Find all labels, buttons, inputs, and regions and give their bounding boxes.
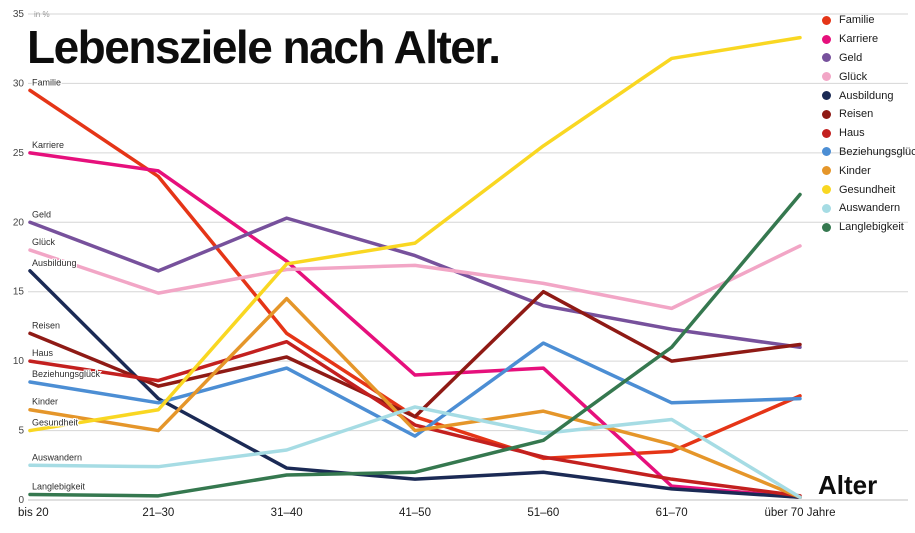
legend-color-dot [822,72,831,82]
legend-item: Ausbildung [822,86,915,105]
series-start-label: Haus [32,348,54,358]
y-tick-label: 15 [13,287,25,298]
legend-label: Auswandern [839,202,901,215]
legend-color-dot [822,185,831,195]
y-tick-label: 25 [13,148,25,159]
legend-item: Gesundheit [822,180,915,199]
legend-color-dot [822,147,831,157]
x-tick-label: bis 20 [18,507,49,519]
legend-item: Langlebigkeit [822,218,915,237]
legend-item: Kinder [822,161,915,180]
legend-item: Glück [822,67,915,86]
series-line-Langlebigkeit [28,192,802,498]
series-start-label: Langlebigkeit [32,481,86,491]
legend-color-dot [822,34,831,44]
legend-label: Familie [839,14,875,27]
legend-label: Ausbildung [839,89,894,102]
legend-label: Glück [839,70,868,83]
series-line-Reisen [28,289,802,419]
legend-label: Reisen [839,108,874,121]
y-tick-label: 30 [13,78,25,89]
legend-color-dot [822,128,831,138]
series-line-Karriere [28,151,802,499]
legend-color-dot [822,109,831,119]
series-start-label: Gesundheit [32,418,79,428]
legend-label: Karriere [839,33,879,46]
series-line-Auswandern [28,405,802,499]
legend-color-dot [822,53,831,63]
legend-item: Auswandern [822,199,915,218]
legend-item: Haus [822,124,915,143]
legend-label: Haus [839,127,865,140]
legend-label: Kinder [839,164,871,177]
series-start-label: Auswandern [32,452,82,462]
legend-color-dot [822,203,831,213]
x-tick-label: 61–70 [656,507,688,519]
legend-item: Reisen [822,105,915,124]
series-line-Ausbildung [28,269,802,499]
legend: Familie Karriere Geld Glück Ausbildung Reisen… [822,11,915,237]
series-start-label: Karriere [32,140,64,150]
legend-label: Langlebigkeit [839,221,904,234]
series-start-label: Beziehungsglück [32,369,101,379]
legend-color-dot [822,166,831,176]
legend-label: Geld [839,51,863,64]
x-tick-label: über 70 Jahre [765,507,836,519]
series-start-label: Ausbildung [32,258,77,268]
y-tick-label: 35 [13,9,25,20]
series-line-Beziehungsglück [28,341,802,438]
series-line-Kinder [28,296,802,499]
series-start-label: Familie [32,77,61,87]
x-tick-label: 21–30 [142,507,174,519]
legend-color-dot [822,222,831,232]
x-tick-label: 41–50 [399,507,431,519]
y-tick-label: 5 [18,426,24,437]
series-start-label: Geld [32,209,51,219]
y-tick-label: 10 [13,356,25,367]
x-axis-title: Alter [818,470,878,500]
legend-item: Geld [822,49,915,68]
legend-item: Familie [822,11,915,30]
x-tick-label: 51–60 [527,507,559,519]
x-tick-label: 31–40 [271,507,303,519]
series-line-Haus [28,339,802,498]
y-axis-unit-label: in % [34,10,50,19]
y-tick-label: 0 [18,495,24,506]
y-tick-label: 20 [13,217,25,228]
legend-color-dot [822,91,831,101]
legend-item: Beziehungsglück [822,143,915,162]
series-start-label: Reisen [32,320,60,330]
series-start-label: Kinder [32,397,58,407]
legend-color-dot [822,15,831,25]
chart-title: Lebensziele nach Alter. [27,21,501,73]
series-line-Geld [28,216,802,350]
series-start-label: Glück [32,237,56,247]
series-line-Glück [28,244,802,311]
legend-label: Gesundheit [839,183,896,196]
legend-label: Beziehungsglück [839,145,915,158]
series-line-Gesundheit [28,35,802,433]
legend-item: Karriere [822,30,915,49]
